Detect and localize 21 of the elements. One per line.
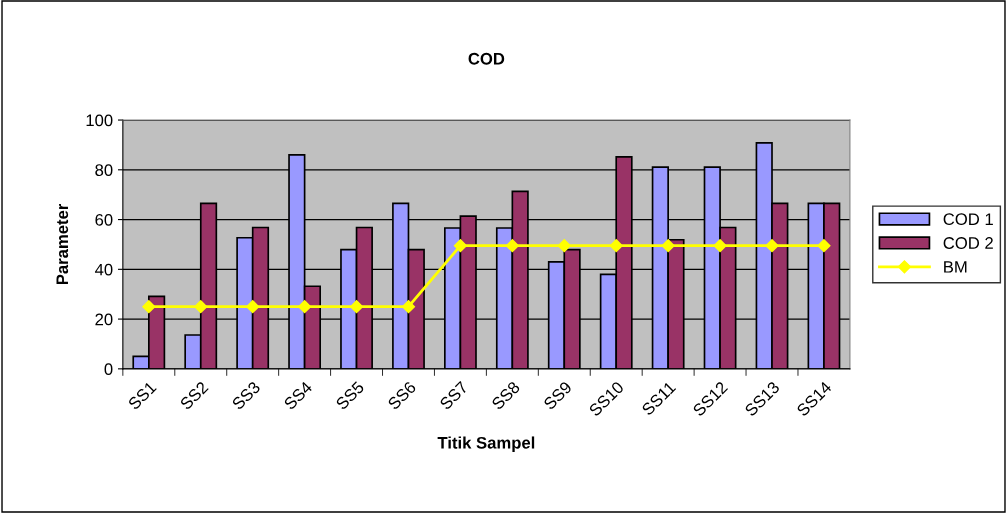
x-tick-label: SS7	[438, 380, 469, 411]
y-tick-label: 100	[86, 114, 113, 127]
legend-label: COD 1	[943, 213, 993, 226]
x-axis-title: Titik Sampel	[437, 436, 535, 452]
y-tick-label: 80	[95, 164, 113, 177]
y-tick-label: 60	[95, 213, 113, 226]
y-tick-label: 20	[95, 313, 113, 326]
x-tick-label: SS3	[231, 380, 261, 411]
x-tick-label: SS8	[490, 380, 521, 411]
y-tick-label: 40	[94, 263, 113, 276]
legend-label: BM	[944, 261, 967, 273]
legend-label: COD 2	[943, 237, 993, 249]
x-tick-label: SS6	[387, 380, 417, 411]
x-tick-label: SS1	[127, 380, 157, 411]
x-tick-label: SS4	[283, 380, 313, 411]
y-tick-label: 0	[104, 363, 113, 376]
y-axis-title: Parameter	[56, 203, 69, 285]
x-tick-label: SS5	[335, 380, 365, 411]
x-tick-label: SS9	[542, 380, 573, 411]
x-tick-label: SS2	[179, 380, 209, 411]
chart-title: COD	[468, 52, 505, 65]
